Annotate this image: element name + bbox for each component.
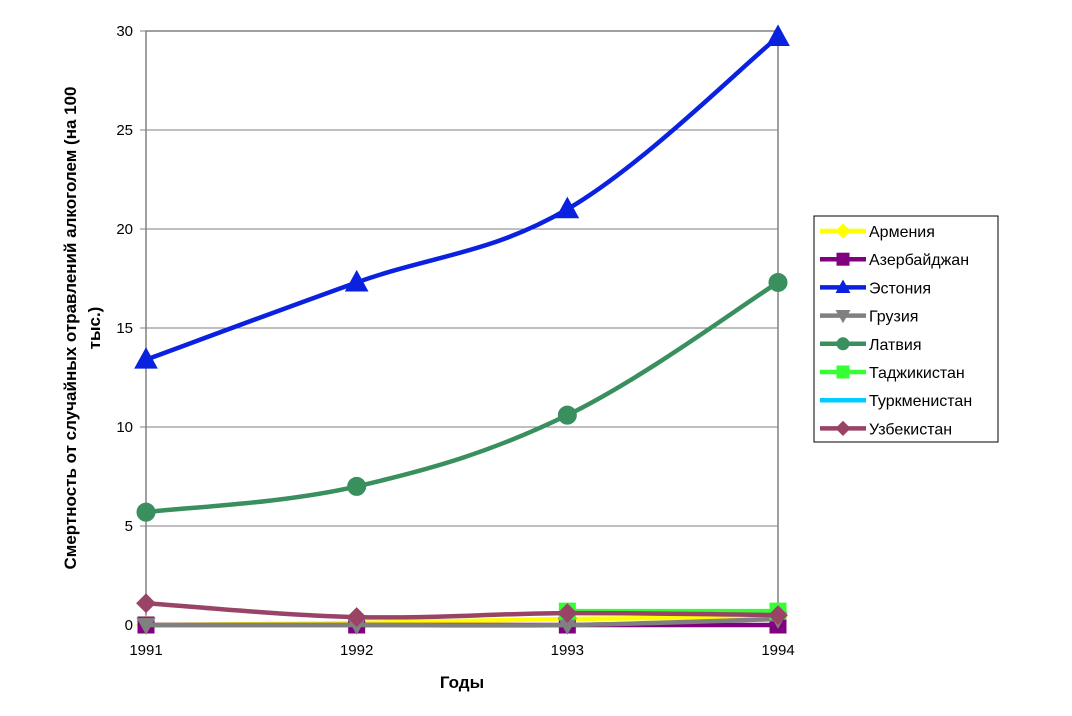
y-tick-label-20: 20 xyxy=(116,221,133,238)
y-axis-title: Смертность от случайных отравлений алког… xyxy=(61,87,104,570)
x-axis-title: Годы xyxy=(440,673,484,692)
legend-swatch-marker-0 xyxy=(835,223,851,239)
data-point-3-1991 xyxy=(136,617,156,635)
data-point-2-1991 xyxy=(134,347,158,369)
legend-item-3: Грузия xyxy=(820,309,918,326)
y-axis-ticks: 0 5 10 15 20 25 30 xyxy=(116,23,146,634)
legend-swatch-marker-2 xyxy=(835,279,851,293)
gridlines xyxy=(146,129,778,527)
data-point-4-1993 xyxy=(557,405,577,425)
data-point-2-1992 xyxy=(344,269,369,292)
legend-item-1: Азербайджан xyxy=(820,252,969,269)
data-point-7-1991 xyxy=(136,593,156,614)
series-7 xyxy=(136,593,788,627)
x-tick-label-1994: 1994 xyxy=(761,642,794,659)
legend-label-4: Латвия xyxy=(869,337,921,354)
x-tick-label-1992: 1992 xyxy=(340,642,373,659)
y-tick-label-10: 10 xyxy=(116,419,133,436)
legend-label-1: Азербайджан xyxy=(869,252,969,269)
legend-item-5: Таджикистан xyxy=(820,365,965,382)
y-axis-title-line-1: Смертность от случайных отравлений алког… xyxy=(61,87,80,570)
y-tick-label-30: 30 xyxy=(116,23,133,40)
series-line-3-0 xyxy=(143,616,781,628)
legend-label-0: Армения xyxy=(869,224,935,241)
legend-label-3: Грузия xyxy=(869,309,918,326)
legend-item-0: Армения xyxy=(820,223,935,241)
data-point-7-1992 xyxy=(346,607,367,627)
series-line-7-0 xyxy=(143,600,781,620)
y-tick-label-0: 0 xyxy=(125,617,133,634)
series-line-2-0 xyxy=(143,34,781,362)
series-4 xyxy=(136,272,788,522)
series-2 xyxy=(134,24,790,369)
data-point-7-1993 xyxy=(557,603,578,624)
legend-label-6: Туркменистан xyxy=(869,393,972,410)
y-tick-label-15: 15 xyxy=(116,320,133,337)
legend-item-4: Латвия xyxy=(820,337,921,354)
y-tick-label-5: 5 xyxy=(125,518,133,535)
y-axis-title-line-2: тыс.) xyxy=(85,307,104,350)
legend-swatch-marker-4 xyxy=(836,337,850,351)
legend-swatch-marker-7 xyxy=(835,420,851,437)
data-point-4-1992 xyxy=(347,476,367,496)
series-layer xyxy=(134,24,790,635)
data-point-7-1994 xyxy=(768,605,788,626)
legend-label-5: Таджикистан xyxy=(869,365,965,382)
x-tick-label-1993: 1993 xyxy=(551,642,584,659)
legend-swatch-marker-5 xyxy=(836,365,850,379)
legend-swatch-marker-3 xyxy=(835,310,851,324)
legend-item-7: Узбекистан xyxy=(820,420,952,438)
legend-label-7: Узбекистан xyxy=(869,421,952,438)
x-axis-ticks: 1991 1992 1993 1994 xyxy=(129,625,795,659)
data-point-4-1991 xyxy=(136,502,156,522)
data-point-4-1994 xyxy=(768,272,788,292)
legend-item-6: Туркменистан xyxy=(820,393,972,410)
data-point-2-1994 xyxy=(766,24,790,46)
legend: Армения Азербайджан Эстония Грузия Латвия Тад… xyxy=(813,215,999,443)
y-tick-label-25: 25 xyxy=(116,122,133,139)
legend-swatch-marker-1 xyxy=(836,252,850,266)
legend-item-2: Эстония xyxy=(820,279,931,297)
legend-label-2: Эстония xyxy=(869,280,931,297)
x-tick-label-1991: 1991 xyxy=(129,642,162,659)
data-point-2-1993 xyxy=(555,196,580,219)
series-line-4-0 xyxy=(143,280,781,515)
